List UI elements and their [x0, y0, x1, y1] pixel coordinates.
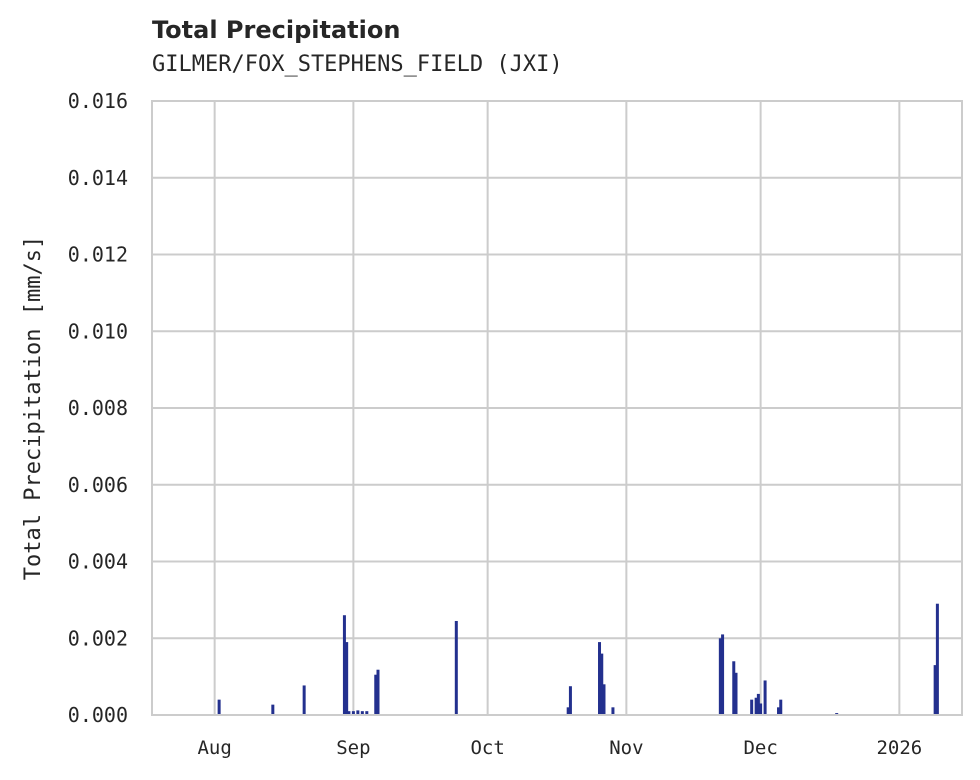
precip-bar — [750, 699, 754, 715]
precip-bar — [933, 665, 937, 715]
x-tick-label: Sep — [336, 737, 370, 759]
precip-bar — [598, 642, 602, 715]
precip-bar — [376, 669, 380, 715]
x-tick-label: Dec — [743, 737, 777, 759]
precip-bar — [302, 685, 306, 715]
gridlines — [152, 100, 962, 716]
precip-bar — [360, 711, 364, 715]
precip-bar — [759, 703, 763, 715]
precip-bar — [777, 707, 781, 715]
precip-bar — [351, 711, 355, 715]
y-tick-label: 0.004 — [68, 550, 128, 574]
precipitation-bars — [217, 603, 939, 715]
x-tick-label: Nov — [609, 737, 643, 759]
precip-bar — [600, 653, 604, 715]
y-tick-label: 0.014 — [68, 166, 128, 190]
precip-bar — [271, 704, 275, 715]
precip-bar — [347, 711, 351, 715]
y-tick-label: 0.012 — [68, 243, 128, 267]
precip-bar — [568, 686, 572, 715]
precip-bar — [566, 707, 570, 715]
precip-bar — [721, 634, 725, 715]
precip-bar — [732, 661, 736, 715]
precip-bar — [718, 638, 722, 715]
y-tick-label: 0.000 — [68, 703, 128, 727]
precip-bar — [365, 711, 369, 715]
y-tick-label: 0.008 — [68, 396, 128, 420]
precip-bar — [734, 672, 738, 715]
y-tick-label: 0.010 — [68, 319, 128, 343]
y-tick-label: 0.002 — [68, 626, 128, 650]
y-tick-label: 0.006 — [68, 473, 128, 497]
y-axis-label: Total Precipitation [mm/s] — [21, 236, 46, 580]
precip-bar — [374, 674, 378, 715]
x-axis-ticks: Aug Sep Oct Nov Dec 2026 — [197, 737, 922, 759]
y-tick-label: 0.016 — [68, 89, 128, 113]
x-tick-label: Aug — [197, 737, 231, 759]
precip-bar — [345, 642, 349, 715]
precip-bar — [754, 697, 758, 715]
precip-bar — [602, 684, 606, 715]
precip-bar — [217, 699, 221, 715]
precip-bar — [356, 710, 360, 715]
precip-bar — [779, 699, 783, 715]
precip-bar — [763, 680, 767, 715]
x-tick-label: 2026 — [876, 737, 922, 759]
y-axis-ticks: 0.000 0.002 0.004 0.006 0.008 0.010 0.012 0.014… — [68, 89, 128, 727]
precip-bar — [935, 603, 939, 715]
x-tick-label: Oct — [470, 737, 504, 759]
precip-bar — [611, 707, 615, 715]
precip-bar — [342, 615, 346, 715]
chart-subtitle: GILMER/FOX_STEPHENS_FIELD (JXI) — [152, 52, 563, 77]
precip-bar — [454, 620, 458, 715]
chart-title: Total Precipitation — [152, 16, 401, 44]
precip-bar — [756, 693, 760, 715]
plot-frame — [151, 100, 963, 716]
